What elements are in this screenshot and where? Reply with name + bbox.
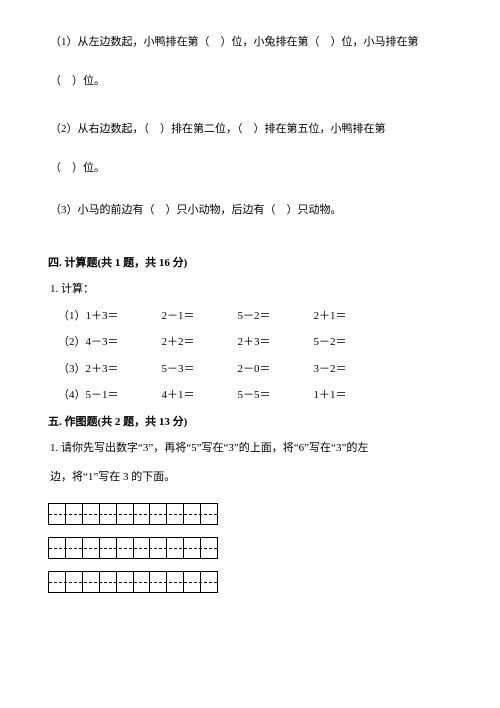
grid-cell xyxy=(49,504,66,524)
grid-cell xyxy=(66,504,83,524)
grid-cell xyxy=(49,538,66,558)
grid-cell xyxy=(83,538,100,558)
grid-cell xyxy=(134,538,151,558)
grid-cell xyxy=(184,504,201,524)
calc-row-label: （1） xyxy=(58,310,86,322)
calc-item: 2＋1＝ xyxy=(314,308,390,325)
calc-item: 5－1＝ xyxy=(86,387,162,404)
calc-row-label: （4） xyxy=(58,389,86,401)
question-1-line1: （1）从左边数起，小鸭排在第（ ）位，小兔排在第（ ）位，小马排在第 xyxy=(50,34,452,51)
grid-cell xyxy=(134,504,151,524)
calc-item: 2＋3＝ xyxy=(86,361,162,378)
grid-cell xyxy=(201,572,217,592)
grid-cell xyxy=(117,572,134,592)
question-2-line2: （ ）位。 xyxy=(50,160,452,177)
grid-cell xyxy=(167,538,184,558)
section-4-title: 四. 计算题(共 1 题，共 16 分) xyxy=(48,255,452,272)
grid-cell xyxy=(66,572,83,592)
calc-item: 2＋2＝ xyxy=(162,334,238,351)
question-2-line1: （2）从右边数起，（ ）排在第二位，（ ）排在第五位，小鸭排在第 xyxy=(50,121,452,138)
calc-item: 3－2＝ xyxy=(314,361,390,378)
calc-item: 1＋3＝ xyxy=(86,308,162,325)
calc-row: （1）1＋3＝2－1＝5－2＝2＋1＝ xyxy=(58,308,452,325)
calc-row: （2）4－3＝2＋2＝2＋3＝5－2＝ xyxy=(58,334,452,351)
calc-row-label: （3） xyxy=(58,363,86,375)
grid-cell xyxy=(83,572,100,592)
calc-row: （3）2＋3＝5－3＝2－0＝3－2＝ xyxy=(58,361,452,378)
grid-cell xyxy=(150,572,167,592)
grid-cell xyxy=(100,504,117,524)
writing-grid-row xyxy=(48,537,218,559)
grid-cell xyxy=(167,572,184,592)
section-5-line1: 1. 请你先写出数字“3”，再将“5”写在“3”的上面，将“6”写在“3”的左 xyxy=(50,440,452,457)
grid-cell xyxy=(201,538,217,558)
grid-cell xyxy=(150,504,167,524)
grid-cell xyxy=(100,538,117,558)
calc-item: 4＋1＝ xyxy=(162,387,238,404)
grid-cell xyxy=(134,572,151,592)
writing-grid-row xyxy=(48,503,218,525)
grid-cell xyxy=(184,572,201,592)
calc-item: 2－0＝ xyxy=(238,361,314,378)
calc-item: 2－1＝ xyxy=(162,308,238,325)
writing-grids xyxy=(48,503,452,593)
section-5-line2: 边，将“1”写在 3 的下面。 xyxy=(50,469,452,486)
question-1-line2: （ ）位。 xyxy=(50,73,452,90)
grid-cell xyxy=(167,504,184,524)
calc-item: 1＋1＝ xyxy=(314,387,390,404)
grid-cell xyxy=(117,504,134,524)
section-4-lead: 1. 计算： xyxy=(50,281,452,298)
calc-item: 4－3＝ xyxy=(86,334,162,351)
calc-item: 5－5＝ xyxy=(238,387,314,404)
calc-item: 5－2＝ xyxy=(314,334,390,351)
calc-item: 5－2＝ xyxy=(238,308,314,325)
writing-grid-row xyxy=(48,571,218,593)
calc-item: 5－3＝ xyxy=(162,361,238,378)
section-5-title: 五. 作图题(共 2 题，共 13 分) xyxy=(48,414,452,431)
grid-cell xyxy=(184,538,201,558)
grid-cell xyxy=(201,504,217,524)
calc-row: （4）5－1＝4＋1＝5－5＝1＋1＝ xyxy=(58,387,452,404)
calc-row-label: （2） xyxy=(58,336,86,348)
grid-cell xyxy=(83,504,100,524)
calc-rows-container: （1）1＋3＝2－1＝5－2＝2＋1＝（2）4－3＝2＋2＝2＋3＝5－2＝（3… xyxy=(48,308,452,404)
grid-cell xyxy=(49,572,66,592)
grid-cell xyxy=(66,538,83,558)
calc-item: 2＋3＝ xyxy=(238,334,314,351)
grid-cell xyxy=(150,538,167,558)
grid-cell xyxy=(100,572,117,592)
question-3-line1: （3）小马的前边有（ ）只小动物，后边有（ ）只动物。 xyxy=(50,202,452,219)
grid-cell xyxy=(117,538,134,558)
